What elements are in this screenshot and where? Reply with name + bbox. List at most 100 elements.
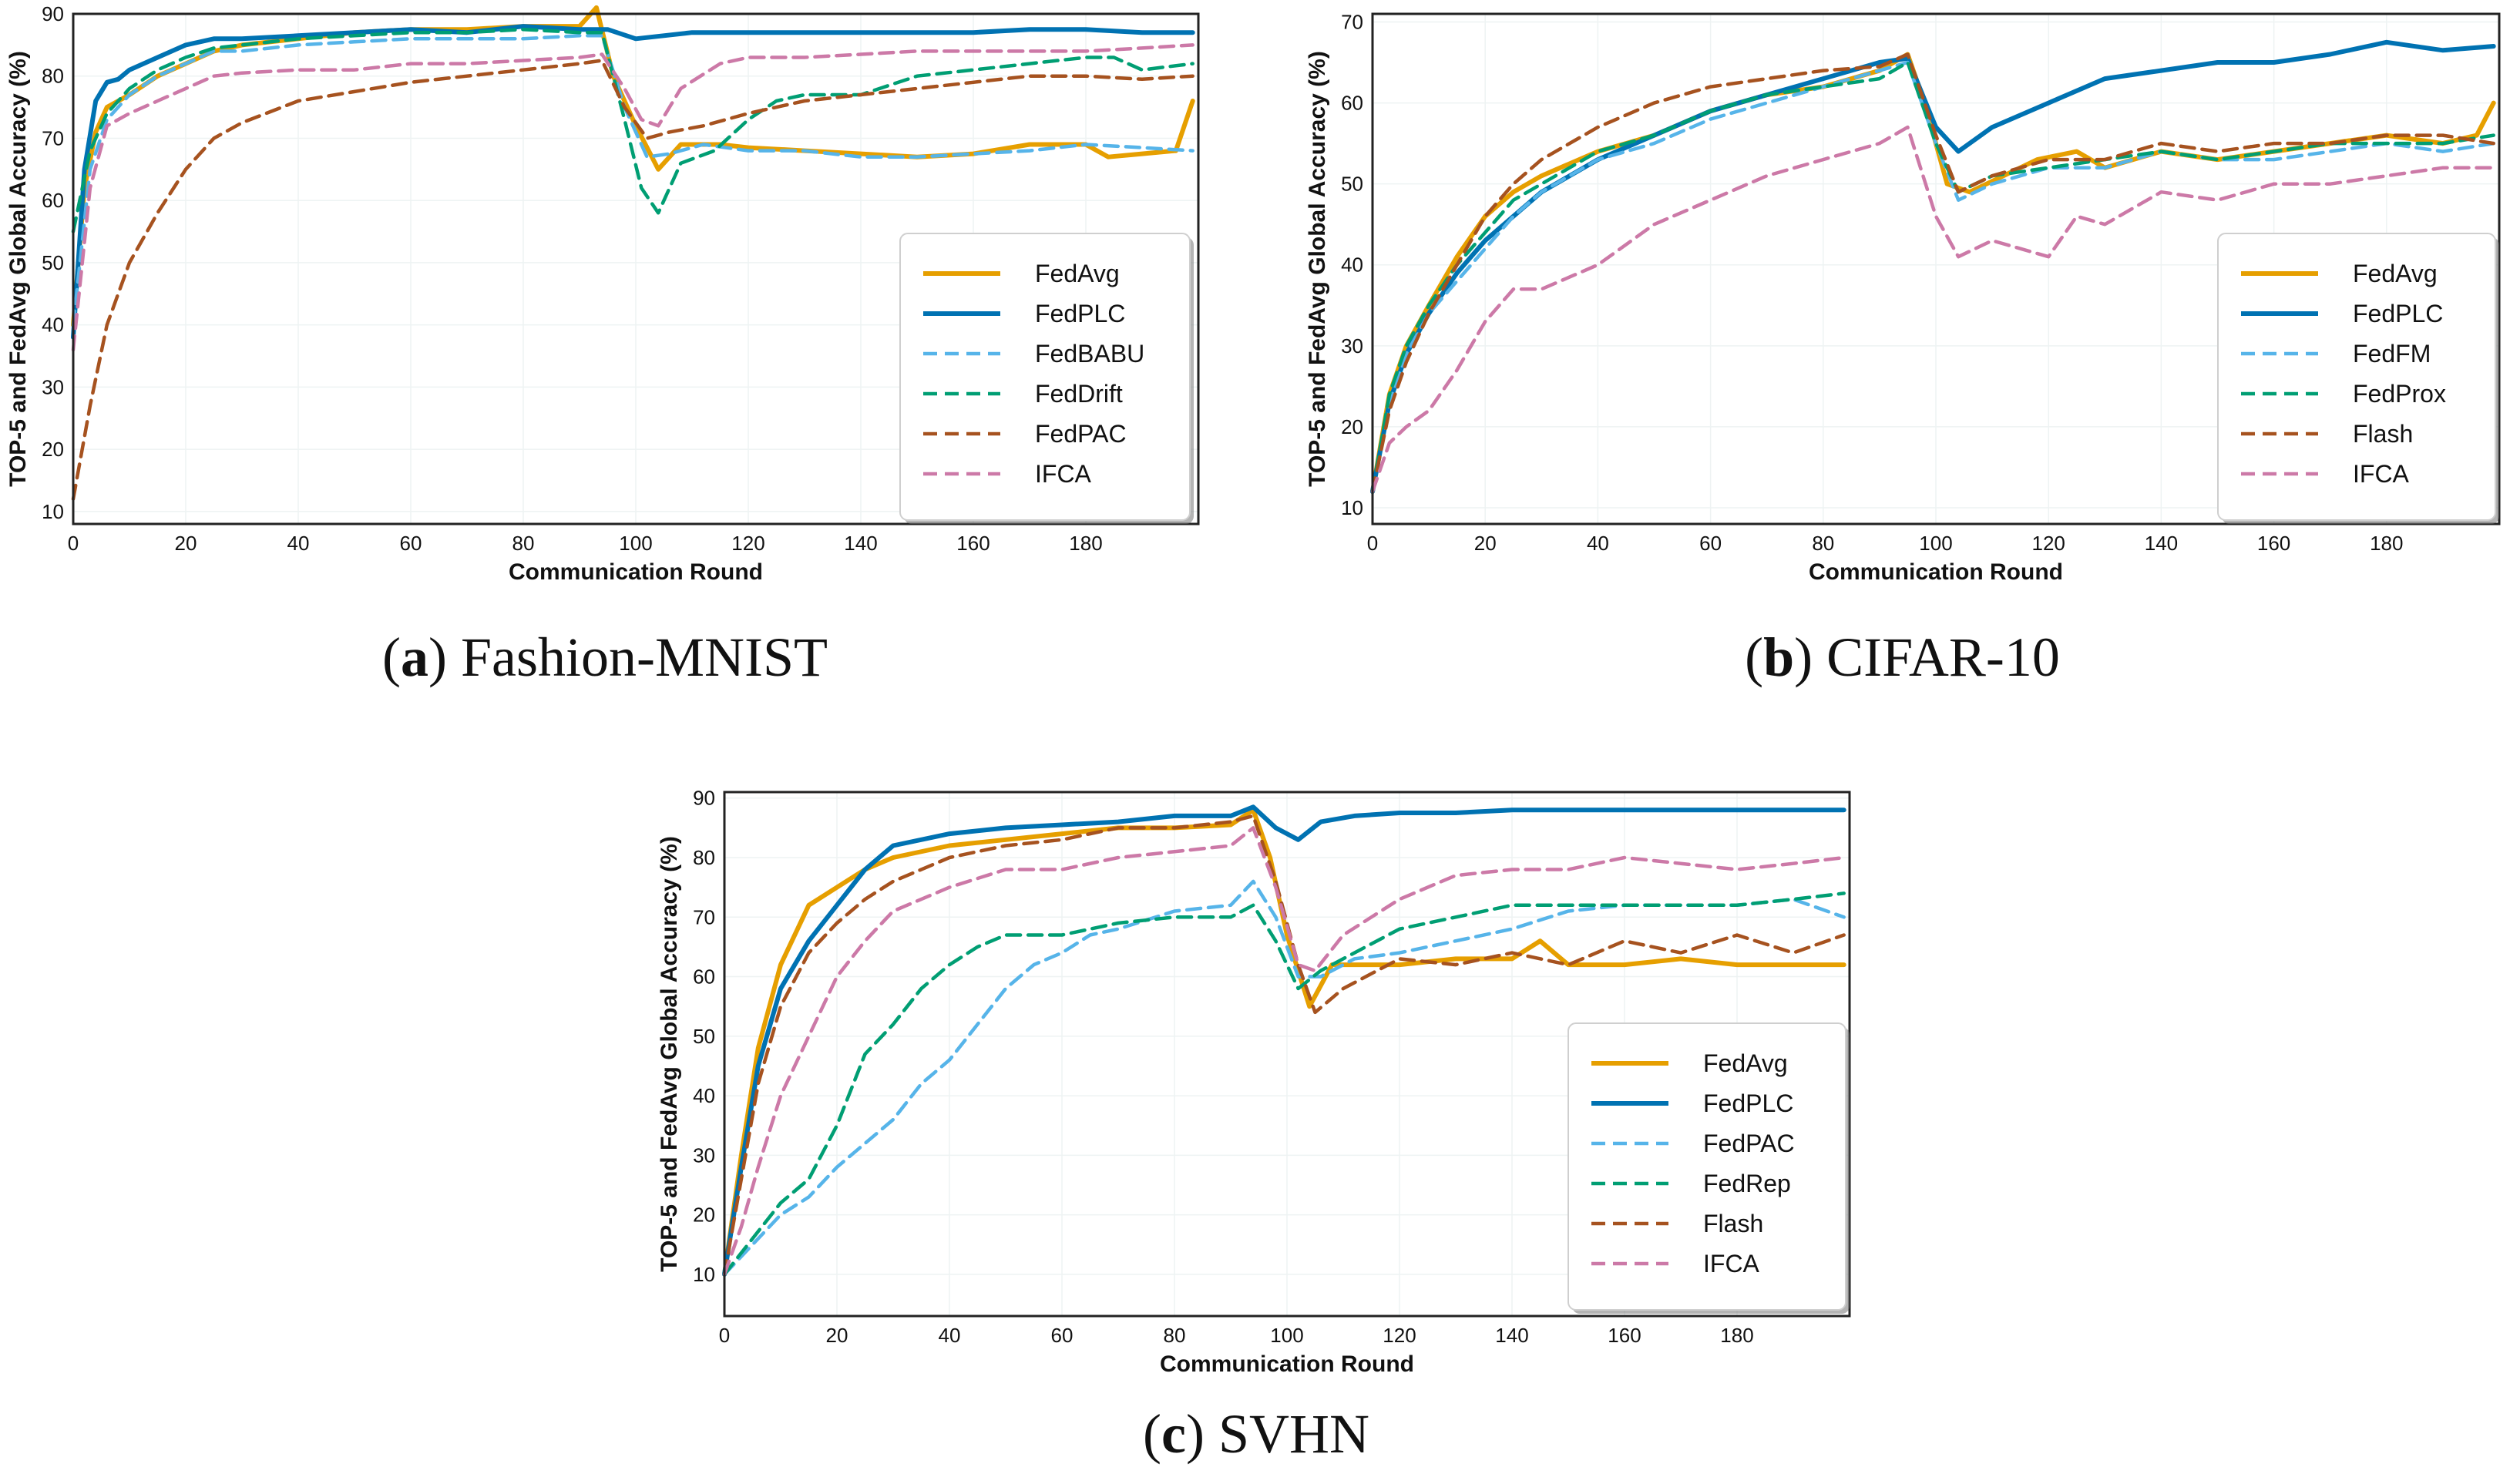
- legend-label-fedpac: FedPAC: [1703, 1130, 1795, 1157]
- legend-label-fedrep: FedRep: [1703, 1170, 1791, 1197]
- legend-label-fedbabu: FedBABU: [1035, 340, 1144, 368]
- legend-label-flash: Flash: [1703, 1210, 1763, 1237]
- legend-label-feddrift: FedDrift: [1035, 380, 1123, 408]
- chart-svhn: 0 20 40 60 80 100 120 140 160 180 10 20 30 40 50 60 70 80…: [657, 787, 1851, 1377]
- y-tick-label: 40: [1341, 253, 1363, 277]
- y-tick-label: 60: [42, 189, 64, 212]
- x-tick-label: 0: [68, 532, 79, 555]
- x-tick-label: 160: [2257, 532, 2290, 555]
- y-tick-label: 40: [42, 314, 64, 337]
- legend-label-fedfm: FedFM: [2353, 340, 2431, 368]
- legend-label-fedprox: FedProx: [2353, 380, 2446, 408]
- x-tick-label: 80: [1164, 1324, 1186, 1347]
- x-tick-label: 180: [1720, 1324, 1753, 1347]
- x-tick-label: 140: [1495, 1324, 1528, 1347]
- x-tick-label: 160: [956, 532, 990, 555]
- series-line-fedplc: [71, 24, 1195, 340]
- series-line-fedpac: [722, 879, 1846, 1277]
- y-tick-label: 30: [42, 375, 64, 398]
- y-tick-label: 30: [1341, 334, 1363, 358]
- x-axis-label: Communication Round: [1809, 559, 2063, 585]
- legend-box: [1567, 1022, 1846, 1311]
- y-tick-label: 60: [1341, 92, 1363, 115]
- legend-label-fedavg: FedAvg: [1703, 1049, 1788, 1077]
- legend-label-ifca: IFCA: [1035, 460, 1092, 488]
- legend-label-fedavg: FedAvg: [2353, 260, 2438, 287]
- x-tick-label: 160: [1608, 1324, 1641, 1347]
- chart-panel-c: 0 20 40 60 80 100 120 140 160 180 10 20 30 40 50 60 70 80…: [647, 778, 1865, 1484]
- y-axis-label: TOP-5 and FedAvg Global Accuracy (%): [1305, 51, 1330, 487]
- legend-label-fedpac: FedPAC: [1035, 420, 1127, 448]
- series-line-fedplc: [1370, 39, 2496, 494]
- y-tick-label: 60: [693, 965, 715, 989]
- y-tick-label: 70: [1341, 11, 1363, 34]
- x-axis-label: Communication Round: [509, 559, 763, 585]
- chart-panel-a: 0 20 40 60 80 100 120 140 160 180 10 20 30 40 50 60 70 80…: [0, 0, 1210, 693]
- x-axis-label: Communication Round: [1160, 1351, 1414, 1377]
- y-tick-label: 30: [693, 1143, 715, 1167]
- x-tick-label: 100: [619, 532, 652, 555]
- y-axis-label: TOP-5 and FedAvg Global Accuracy (%): [657, 836, 682, 1272]
- y-tick-label: 20: [693, 1204, 715, 1227]
- y-tick-label: 20: [1341, 415, 1363, 438]
- x-tick-label: 80: [512, 532, 535, 555]
- caption-text-b: CIFAR-10: [1826, 626, 2060, 688]
- legend-label-fedavg: FedAvg: [1035, 260, 1120, 287]
- x-tick-label: 100: [1270, 1324, 1303, 1347]
- y-tick-label: 20: [42, 438, 64, 461]
- legend-label-fedplc: FedPLC: [2353, 300, 2443, 327]
- y-tick-label: 70: [693, 905, 715, 928]
- legend-label-ifca: IFCA: [1703, 1250, 1760, 1278]
- x-tick-label: 100: [1919, 532, 1952, 555]
- y-tick-label: 70: [42, 126, 64, 149]
- x-tick-label: 120: [2032, 532, 2065, 555]
- y-tick-label: 40: [693, 1084, 715, 1107]
- x-tick-label: 20: [1474, 532, 1497, 555]
- series-line-fedplc: [722, 804, 1846, 1277]
- series-line-ifca: [71, 43, 1195, 352]
- series-line-fedpac: [71, 59, 1195, 501]
- x-tick-label: 120: [731, 532, 764, 555]
- series-line-fedbabu: [71, 34, 1195, 327]
- caption-a: (a) Fashion-MNIST: [382, 626, 828, 688]
- series-line-fedprox: [1370, 60, 2495, 494]
- caption-text-a: Fashion-MNIST: [460, 626, 828, 688]
- y-tick-label: 10: [1341, 496, 1363, 519]
- x-tick-label: 40: [287, 532, 310, 555]
- x-tick-label: 140: [2145, 532, 2178, 555]
- x-tick-label: 80: [1812, 532, 1834, 555]
- chart-cifar-10: 0 20 40 60 80 100 120 140 160 180 10 20 30 40 50 60 70 Co…: [1305, 11, 2501, 585]
- series-line-fedavg: [722, 807, 1846, 1277]
- caption-c: (c) SVHN: [1143, 1403, 1369, 1465]
- panel-label-b: b: [1763, 626, 1795, 688]
- y-tick-label: 90: [693, 787, 715, 810]
- x-tick-label: 40: [939, 1324, 961, 1347]
- chart-panel-b: 0 20 40 60 80 100 120 140 160 180 10 20 30 40 50 60 70 Co…: [1295, 0, 2510, 693]
- x-tick-label: 180: [2370, 532, 2403, 555]
- series-line-flash: [1370, 52, 2495, 494]
- x-tick-label: 0: [1367, 532, 1378, 555]
- y-tick-label: 80: [42, 65, 64, 88]
- series-line-ifca: [1370, 125, 2495, 494]
- y-tick-label: 50: [693, 1025, 715, 1048]
- x-tick-label: 60: [400, 532, 422, 555]
- y-tick-label: 50: [42, 251, 64, 274]
- x-tick-label: 20: [826, 1324, 848, 1347]
- x-tick-label: 20: [175, 532, 197, 555]
- panel-label-c: c: [1161, 1403, 1186, 1465]
- caption-b: (b) CIFAR-10: [1745, 626, 2060, 688]
- x-tick-label: 140: [844, 532, 877, 555]
- x-tick-label: 40: [1587, 532, 1609, 555]
- series-line-feddrift: [71, 27, 1195, 233]
- x-tick-label: 60: [1051, 1324, 1074, 1347]
- x-tick-label: 60: [1699, 532, 1722, 555]
- x-tick-label: 0: [719, 1324, 730, 1347]
- legend-box: [2217, 233, 2496, 521]
- y-tick-label: 90: [42, 2, 64, 25]
- series-line-fedrep: [722, 891, 1846, 1277]
- y-tick-label: 50: [1341, 173, 1363, 196]
- series-line-flash: [722, 814, 1846, 1277]
- legend-label-fedplc: FedPLC: [1703, 1089, 1793, 1117]
- series-line-ifca: [722, 826, 1846, 1277]
- legend-label-ifca: IFCA: [2353, 460, 2410, 488]
